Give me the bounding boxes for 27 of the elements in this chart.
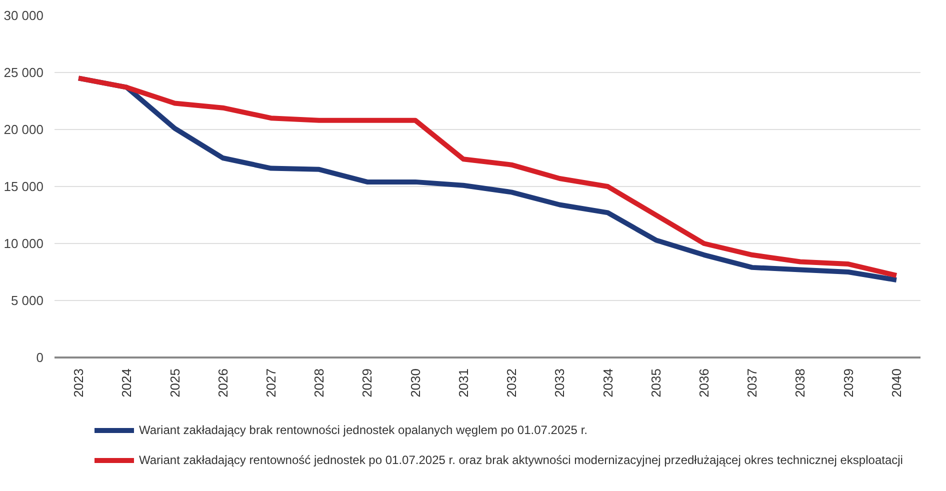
y-tick-label: 10 000 [4,236,44,251]
y-tick-label: 30 000 [4,8,44,23]
x-tick-label: 2034 [600,368,616,398]
legend-label: Wariant zakładający rentowność jednostek po 01.07.2025 r. oraz brak aktywności modernizacyjnej przedłużającej okres technicznej eksploatacji [139,453,903,467]
x-tick-label: 2030 [408,368,423,398]
x-tick-label: 2037 [744,368,760,398]
x-tick-label: 2025 [167,368,182,398]
x-tick-label: 2026 [215,368,230,398]
y-tick-label: 20 000 [4,122,44,137]
legend-label: Wariant zakładający brak rentowności jednostek opalanych węglem po 01.07.2025 r. [139,423,588,437]
x-tick-label: 2038 [792,368,808,398]
x-tick-label: 2023 [71,368,86,398]
x-tick-label: 2033 [552,368,568,398]
x-tick-label: 2035 [648,368,664,398]
x-tick-label: 2029 [360,368,375,398]
y-tick-label: 15 000 [4,179,44,194]
x-tick-label: 2028 [312,368,327,398]
y-tick-label: 25 000 [4,65,44,80]
x-tick-label: 2039 [840,368,856,398]
x-tick-label: 2024 [119,368,134,398]
y-tick-label: 0 [36,350,44,365]
x-tick-label: 2031 [456,368,471,398]
x-tick-label: 2036 [696,368,712,398]
y-tick-label: 5 000 [10,293,44,308]
x-tick-label: 2027 [264,368,278,398]
x-tick-label: 2032 [504,368,520,398]
x-tick-label: 2040 [888,368,904,398]
